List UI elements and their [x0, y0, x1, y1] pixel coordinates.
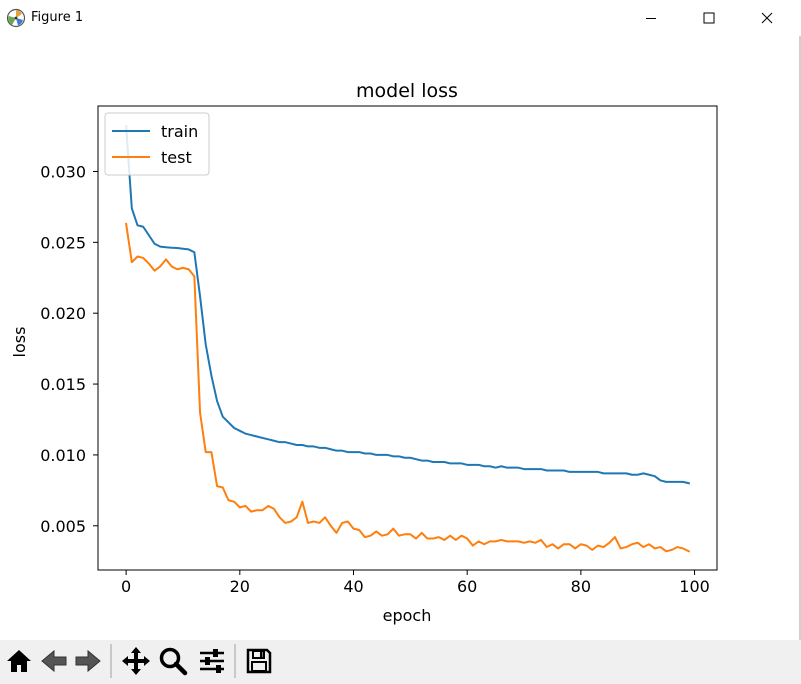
- x-axis: 0 20 40 60 80 100: [121, 570, 710, 596]
- home-icon: [7, 650, 31, 672]
- toolbar-separator: [234, 644, 236, 678]
- chart-title: model loss: [356, 80, 458, 102]
- y-tick-label: 0.025: [40, 233, 86, 252]
- x-tick-label: 80: [571, 577, 591, 596]
- pan-icon: [122, 647, 150, 675]
- window-title: Figure 1: [31, 10, 84, 25]
- x-tick-label: 40: [343, 577, 363, 596]
- y-tick-label: 0.010: [40, 446, 86, 465]
- minimize-button[interactable]: [628, 0, 674, 36]
- y-axis-label: loss: [10, 327, 29, 358]
- plot-area: [98, 106, 717, 570]
- maximize-icon: [703, 12, 715, 24]
- app-icon: [6, 8, 26, 28]
- maximize-button[interactable]: [686, 0, 732, 36]
- x-tick-label: 100: [679, 577, 710, 596]
- series-line-train: [125, 125, 691, 485]
- save-icon: [246, 648, 272, 674]
- window-edge: [799, 36, 801, 640]
- forward-icon: [75, 649, 101, 673]
- y-axis: 0.005 0.010 0.015 0.020 0.025 0.030: [40, 162, 98, 536]
- close-button[interactable]: [744, 0, 790, 36]
- window-titlebar: Figure 1: [0, 0, 801, 36]
- back-icon: [41, 649, 67, 673]
- legend-train-label: train: [161, 122, 198, 141]
- y-tick-label: 0.005: [40, 517, 86, 536]
- x-tick-label: 0: [121, 577, 131, 596]
- legend-box: [104, 112, 210, 176]
- x-tick-label: 60: [457, 577, 477, 596]
- zoom-icon: [159, 647, 188, 676]
- zoom-button[interactable]: [155, 642, 191, 680]
- y-tick-label: 0.030: [40, 162, 86, 181]
- x-tick-label: 20: [230, 577, 250, 596]
- x-axis-label: epoch: [383, 606, 432, 625]
- save-button[interactable]: [241, 642, 277, 680]
- series-layer: [125, 125, 691, 553]
- home-button[interactable]: [2, 642, 36, 680]
- minimize-icon: [646, 18, 656, 19]
- chart-figure: model loss 0 20 40 60 80 100 0.0050.0100.0150…: [10, 80, 718, 625]
- toolbar-separator: [110, 644, 112, 678]
- back-button[interactable]: [37, 642, 71, 680]
- close-icon: [761, 12, 773, 24]
- navigation-toolbar: [0, 640, 801, 684]
- forward-button[interactable]: [71, 642, 105, 680]
- legend-test-label: test: [161, 148, 192, 167]
- legend: train test: [104, 112, 210, 176]
- pan-button[interactable]: [118, 642, 154, 680]
- y-tick-label: 0.015: [40, 375, 86, 394]
- plot-frame: [97, 105, 718, 571]
- configure-subplots-button[interactable]: [194, 642, 230, 680]
- configure-subplots-icon: [200, 649, 224, 673]
- y-tick-label: 0.020: [40, 304, 86, 323]
- series-line-test: [125, 222, 691, 553]
